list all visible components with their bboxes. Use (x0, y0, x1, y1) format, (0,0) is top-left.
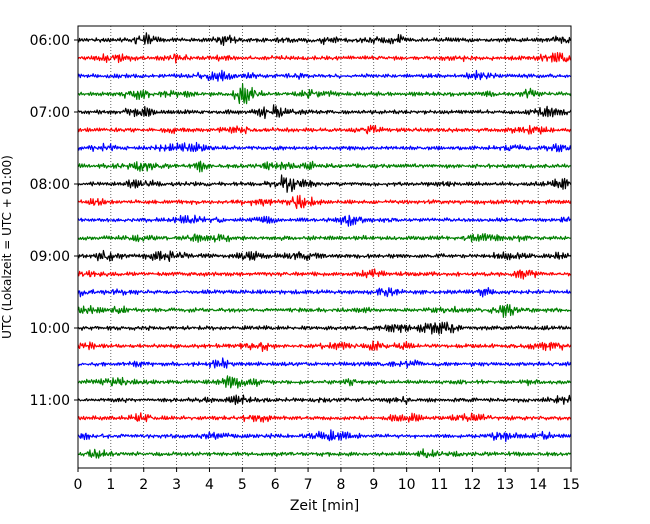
x-axis-ticks: 0 1 2 3 4 5 6 7 8 9 10 11 12 13 14 15 (74, 468, 580, 493)
x-tick-label: 2 (139, 477, 148, 493)
x-tick-label: 14 (529, 477, 547, 493)
trace-line (77, 321, 572, 335)
trace-line (77, 69, 571, 82)
x-tick-label: 11 (431, 477, 449, 493)
x-tick-label: 7 (304, 477, 313, 493)
trace-line (77, 194, 572, 210)
y-tick-label: 06:00 (30, 33, 70, 49)
x-tick-label: 6 (271, 477, 280, 493)
x-tick-label: 0 (74, 477, 83, 493)
trace-line (77, 357, 572, 369)
trace-line (77, 160, 572, 173)
trace-line (77, 394, 572, 406)
trace-line (77, 429, 572, 443)
trace-line (77, 104, 572, 120)
trace-line (78, 375, 572, 389)
trace-line (77, 268, 572, 280)
y-tick-label: 08:00 (30, 177, 70, 193)
x-tick-label: 8 (336, 477, 345, 493)
y-tick-label: 10:00 (30, 321, 70, 337)
x-tick-label: 13 (496, 477, 514, 493)
x-tick-label: 5 (238, 477, 247, 493)
seismic-traces (77, 32, 572, 459)
x-tick-label: 10 (398, 477, 416, 493)
trace-line (77, 249, 572, 262)
y-axis-label: UTC (Lokalzeit = UTC + 01:00) (0, 155, 14, 339)
trace-line (77, 340, 572, 352)
y-tick-label: 11:00 (30, 393, 70, 409)
x-tick-label: 15 (562, 477, 580, 493)
y-tick-label: 07:00 (30, 105, 70, 121)
trace-line (77, 174, 572, 193)
trace-line (77, 233, 571, 243)
trace-line (77, 51, 571, 64)
trace-line (77, 32, 572, 47)
trace-line (77, 287, 572, 298)
x-tick-label: 12 (463, 477, 481, 493)
y-axis-ticks: 06:00 07:00 08:00 09:00 10:00 11:00 (30, 33, 78, 409)
plot-frame (77, 25, 572, 469)
x-tick-label: 3 (172, 477, 181, 493)
x-tick-label: 1 (106, 477, 115, 493)
trace-line (77, 83, 572, 105)
trace-line (77, 448, 572, 459)
x-tick-label: 9 (369, 477, 378, 493)
trace-line (77, 141, 572, 153)
trace-line (77, 412, 572, 423)
x-axis-label: Zeit [min] (290, 498, 359, 514)
trace-line (77, 214, 572, 227)
y-tick-label: 09:00 (30, 249, 70, 265)
x-tick-label: 4 (205, 477, 214, 493)
trace-line (77, 124, 572, 135)
trace-line (77, 303, 572, 318)
